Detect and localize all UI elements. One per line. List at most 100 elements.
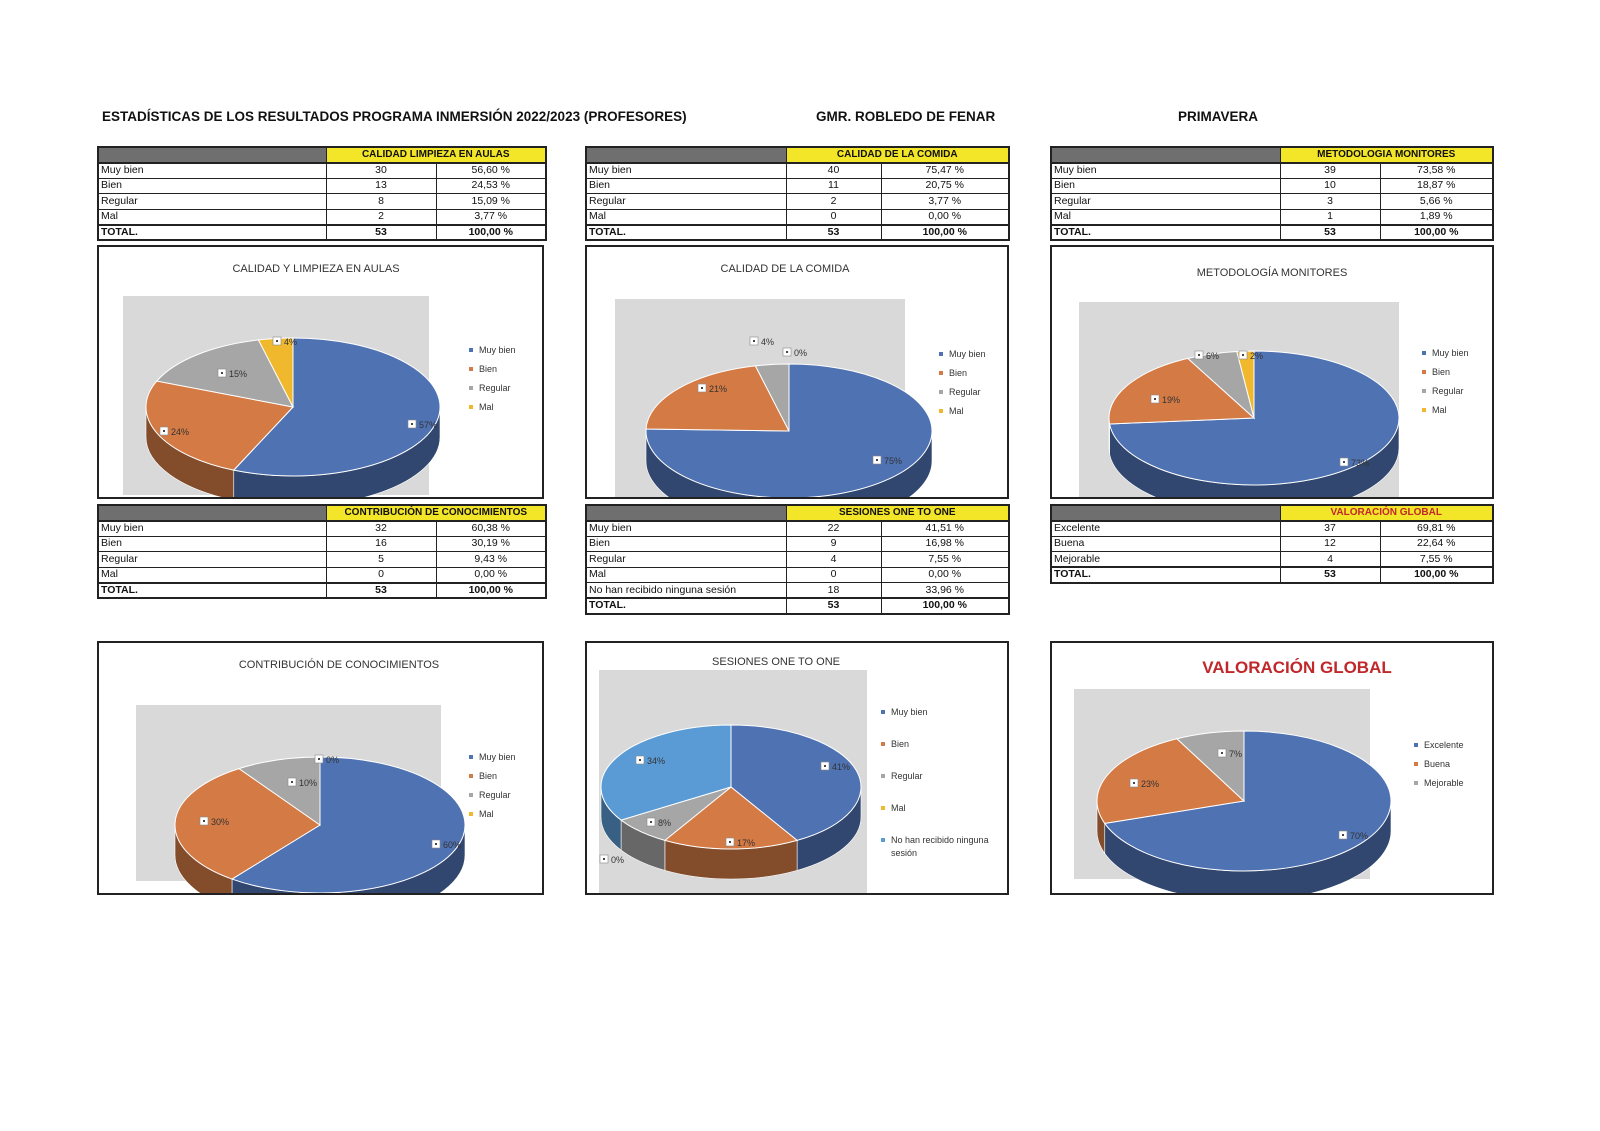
legend-swatch: [881, 774, 885, 778]
data-label-dot: [1343, 461, 1345, 463]
row-percent: 22,64 %: [1379, 535, 1494, 552]
row-label: TOTAL.: [1050, 566, 1281, 583]
row-count: 32: [325, 520, 437, 537]
legend-swatch: [881, 838, 885, 842]
data-label: 4%: [761, 337, 774, 347]
row-count: 0: [325, 566, 437, 583]
table-row: Mal 0 0,00 %: [585, 208, 1010, 225]
row-label: Regular: [1050, 193, 1281, 210]
chart-panel-3: CONTRIBUCIÓN DE CONOCIMIENTOS 60% 30% 10% 0%…: [97, 641, 544, 895]
table-0: CALIDAD LIMPIEZA EN AULAS Muy bien 30 56,60…: [97, 146, 547, 241]
row-count: 9: [785, 535, 882, 552]
pie-slice-0: [230, 756, 466, 893]
table-total-row: TOTAL. 53 100,00 %: [1050, 566, 1494, 583]
row-label: Mal: [585, 208, 787, 225]
data-label: 10%: [299, 778, 317, 788]
legend-label: Regular: [949, 387, 981, 397]
row-count: 53: [1279, 223, 1381, 241]
row-percent: 3,77 %: [880, 193, 1010, 210]
table-row: Bien 16 30,19 %: [97, 535, 547, 552]
pie-slice-1: [663, 786, 799, 850]
legend-swatch: [469, 793, 473, 797]
data-label-dot: [318, 758, 320, 760]
legend-label: Regular: [479, 790, 511, 800]
row-count: 53: [785, 597, 882, 614]
row-label: Muy bien: [97, 162, 327, 179]
season-label: PRIMAVERA: [1178, 109, 1259, 124]
row-count: 2: [325, 208, 437, 225]
table-row: Mal 0 0,00 %: [585, 566, 1010, 583]
data-label: 17%: [737, 838, 755, 848]
row-percent: 5,66 %: [1379, 193, 1494, 210]
data-label-dot: [701, 387, 703, 389]
table-row: Muy bien 30 56,60 %: [97, 162, 547, 179]
legend-label: Muy bien: [949, 349, 986, 359]
chart-panel-4: SESIONES ONE TO ONE 41% 17% 8% 0% 34% Muy bien…: [585, 641, 1009, 895]
row-count: 53: [1279, 566, 1381, 583]
data-label-dot: [639, 759, 641, 761]
data-label: 30%: [211, 817, 229, 827]
table-2: METODOLOGIA MONITORES Muy bien 39 73,58 % Bi…: [1050, 146, 1494, 241]
row-label: No han recibido ninguna sesión: [585, 582, 787, 599]
table-row: Regular 5 9,43 %: [97, 551, 547, 568]
legend-swatch: [939, 409, 943, 413]
table-total-row: TOTAL. 53 100,00 %: [1050, 223, 1494, 241]
row-percent: 75,47 %: [880, 162, 1010, 179]
pie-slice-1: [145, 380, 294, 471]
table-row: Regular 3 5,66 %: [1050, 193, 1494, 210]
row-percent: 16,98 %: [880, 535, 1010, 552]
legend-swatch: [881, 742, 885, 746]
legend-label: Regular: [479, 383, 511, 393]
table-total-row: TOTAL. 53 100,00 %: [97, 581, 547, 599]
legend-label: sesión: [891, 848, 917, 858]
legend-label: Muy bien: [479, 345, 516, 355]
table-total-row: TOTAL. 53 100,00 %: [585, 223, 1010, 241]
row-label: Bien: [1050, 177, 1281, 194]
pie-slice-1: [1108, 357, 1256, 425]
table-row: Regular 2 3,77 %: [585, 193, 1010, 210]
legend-swatch: [1414, 762, 1418, 766]
data-label-dot: [163, 430, 165, 432]
table-row: Bien 9 16,98 %: [585, 535, 1010, 552]
row-percent: 0,00 %: [880, 566, 1010, 583]
row-label: TOTAL.: [97, 581, 327, 599]
table-header-blank: [97, 146, 327, 164]
legend-swatch: [881, 806, 885, 810]
row-label: Muy bien: [1050, 162, 1281, 179]
row-percent: 15,09 %: [435, 193, 547, 210]
chart-title: SESIONES ONE TO ONE: [712, 656, 840, 668]
row-percent: 60,38 %: [435, 520, 547, 537]
chart-title: CALIDAD DE LA COMIDA: [721, 263, 851, 275]
chart-title: METODOLOGÍA MONITORES: [1197, 266, 1348, 279]
table-row: Muy bien 22 41,51 %: [585, 520, 1010, 537]
chart-panel-2: METODOLOGÍA MONITORES 73% 19% 6% 2% Muy bien B…: [1050, 245, 1494, 499]
legend-label: Bien: [891, 739, 909, 749]
row-label: TOTAL.: [1050, 223, 1281, 241]
row-label: Mal: [1050, 208, 1281, 225]
data-label: 24%: [171, 427, 189, 437]
legend-label: Bien: [1432, 367, 1450, 377]
pie-slice-0: [730, 724, 862, 841]
table-title: SESIONES ONE TO ONE: [785, 504, 1010, 522]
pie-chart: CALIDAD Y LIMPIEZA EN AULAS 57% 24% 15% 4% Mu…: [123, 263, 516, 497]
row-label: Excelente: [1050, 520, 1281, 537]
table-row: Mal 1 1,89 %: [1050, 208, 1494, 225]
legend-label: Muy bien: [891, 707, 928, 717]
row-percent: 0,00 %: [880, 208, 1010, 225]
legend-label: Mal: [949, 406, 964, 416]
legend-label: Mal: [479, 402, 494, 412]
pie-slice-2: [754, 363, 790, 432]
table-row: Bien 10 18,87 %: [1050, 177, 1494, 194]
row-percent: 30,19 %: [435, 535, 547, 552]
legend-swatch: [469, 348, 473, 352]
pie-slice-0: [1103, 730, 1392, 872]
chart-title: CALIDAD Y LIMPIEZA EN AULAS: [232, 263, 399, 275]
data-label: 15%: [229, 369, 247, 379]
table-header-blank: [585, 504, 787, 522]
table-header-blank: [1050, 504, 1281, 522]
row-label: Mejorable: [1050, 551, 1281, 568]
data-label-dot: [1154, 398, 1156, 400]
row-percent: 1,89 %: [1379, 208, 1494, 225]
row-label: Regular: [585, 551, 787, 568]
row-percent: 33,96 %: [880, 582, 1010, 599]
